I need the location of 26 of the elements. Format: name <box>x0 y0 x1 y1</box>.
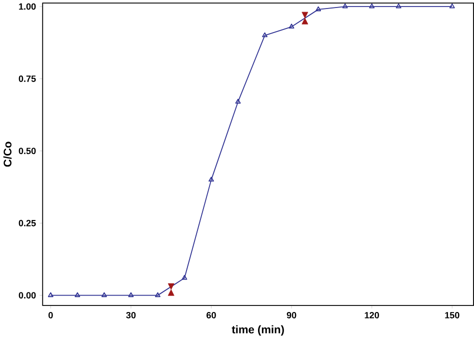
point <box>101 292 107 298</box>
x-tick-label: 150 <box>445 312 460 318</box>
x-tick-label: 0 <box>48 312 53 318</box>
x-tick-label: 90 <box>286 312 296 318</box>
y-tick-label: 1.00 <box>19 3 36 10</box>
x-axis-title: time (min) <box>232 325 284 336</box>
point <box>182 274 188 280</box>
y-tick-label: 0.50 <box>18 148 36 154</box>
point <box>128 292 134 298</box>
point <box>396 4 402 8</box>
point <box>235 98 241 104</box>
x-tick-label: 60 <box>206 312 216 318</box>
point <box>155 292 160 298</box>
point <box>262 32 268 38</box>
x-tick-label: 30 <box>126 312 136 318</box>
y-tick-label: 0.00 <box>18 292 36 299</box>
y-tick-label: 0.75 <box>18 76 36 82</box>
point <box>369 4 375 8</box>
y-tick-label: 0.25 <box>18 220 36 226</box>
point <box>342 4 348 8</box>
point <box>288 24 294 29</box>
point <box>74 292 80 298</box>
point <box>316 6 322 12</box>
point <box>208 176 214 182</box>
y-axis-title: C/Co <box>3 142 12 167</box>
x-tick-label: 120 <box>364 312 380 318</box>
